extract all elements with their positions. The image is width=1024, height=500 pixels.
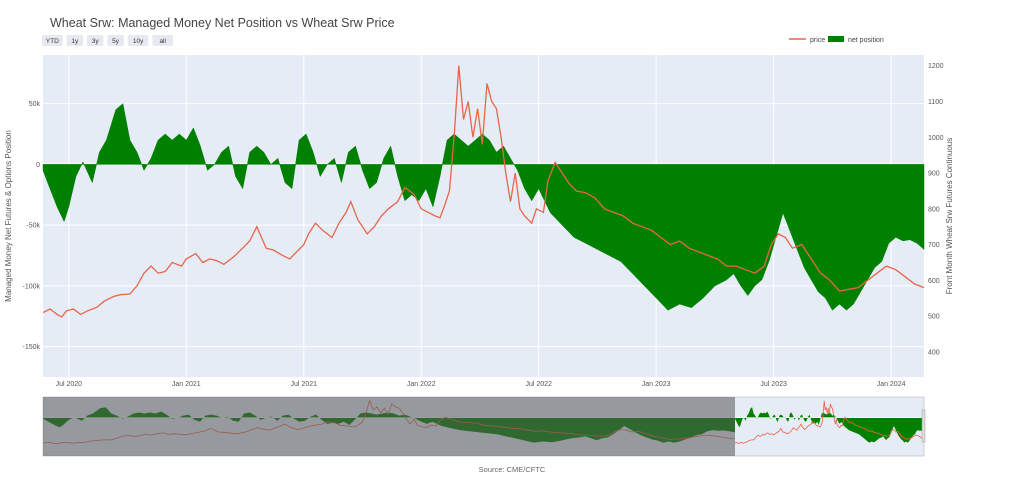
range-button-bg — [42, 35, 63, 46]
range-button-all[interactable]: all — [152, 35, 173, 46]
range-button-bg — [152, 35, 173, 46]
range-button-label: 5y — [112, 38, 120, 45]
range-button-label: 10y — [133, 38, 144, 45]
range-button-5y[interactable]: 5y — [107, 35, 124, 46]
range-button-bg — [87, 35, 104, 46]
y-right-tick-label: 700 — [928, 242, 940, 249]
range-button-label: all — [159, 38, 166, 45]
net-position-area[interactable] — [42, 103, 925, 311]
range-slider-handle[interactable] — [921, 409, 926, 443]
range-button-ytd[interactable]: YTD — [42, 35, 63, 46]
range-button-bg — [127, 35, 149, 46]
range-slider[interactable] — [42, 396, 926, 457]
range-button-1y[interactable]: 1y — [66, 35, 83, 46]
range-button-bg — [107, 35, 124, 46]
y-right-tick-label: 400 — [928, 349, 940, 356]
y-left-tick-label: -50k — [26, 223, 40, 230]
range-button-label: 3y — [92, 38, 100, 45]
chart-title: Wheat Srw: Managed Money Net Position vs… — [50, 16, 395, 30]
legend-net-position-label[interactable]: net position — [848, 37, 884, 44]
y-right-tick-label: 1000 — [928, 135, 944, 142]
legend-price-label[interactable]: price — [810, 37, 825, 44]
range-button-3y[interactable]: 3y — [87, 35, 104, 46]
y-left-tick-label: 50k — [29, 101, 41, 108]
x-tick-label: Jul 2023 — [760, 381, 787, 388]
y-right-tick-label: 600 — [928, 278, 940, 285]
range-button-label: 1y — [71, 38, 79, 45]
x-tick-label: Jan 2021 — [172, 381, 201, 388]
x-tick-label: Jul 2020 — [56, 381, 83, 388]
slider-net-position-area — [735, 407, 924, 443]
range-slider-mask[interactable] — [43, 397, 735, 456]
range-button-label: YTD — [46, 38, 59, 45]
slider-price-line — [734, 400, 925, 445]
y-right-tick-label: 500 — [928, 314, 940, 321]
legend[interactable]: price net position — [789, 36, 884, 44]
y-left-axis-title: Managed Money Net Futures & Options Posi… — [4, 130, 13, 302]
range-button-10y[interactable]: 10y — [127, 35, 149, 46]
y-right-axis-title: Front Month Wheat Srw Futures Continuous — [945, 138, 954, 295]
y-right-tick-label: 1200 — [928, 63, 944, 70]
x-tick-label: Jul 2021 — [291, 381, 318, 388]
range-button-bg — [66, 35, 83, 46]
y-left-tick-label: 0 — [36, 162, 40, 169]
x-tick-label: Jan 2022 — [407, 381, 436, 388]
source-note: Source: CME/CFTC — [479, 465, 546, 474]
x-tick-label: Jul 2022 — [525, 381, 552, 388]
x-tick-label: Jan 2024 — [877, 381, 906, 388]
price-line[interactable] — [42, 65, 925, 318]
legend-net-position-swatch — [828, 36, 844, 42]
y-right-tick-label: 800 — [928, 206, 940, 213]
y-left-tick-label: -150k — [22, 344, 40, 351]
range-selector[interactable]: YTD 1y 3y 5y 10y all — [42, 35, 173, 46]
x-tick-label: Jan 2023 — [642, 381, 671, 388]
y-left-tick-label: -100k — [22, 283, 40, 290]
y-right-tick-label: 900 — [928, 171, 940, 178]
y-right-tick-label: 1100 — [928, 99, 943, 106]
